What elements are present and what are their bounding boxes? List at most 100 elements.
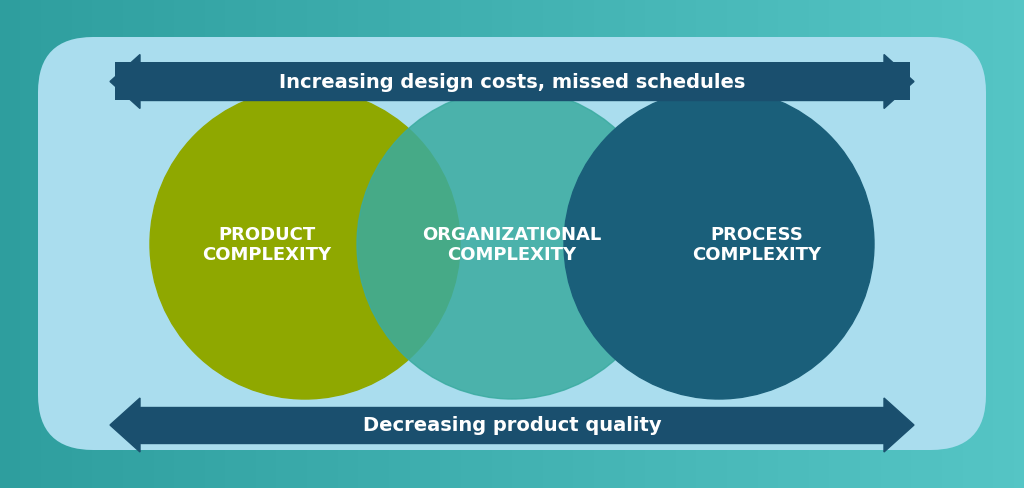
Bar bbox=[666, 0, 676, 488]
Bar bbox=[870, 0, 881, 488]
Bar bbox=[328, 0, 338, 488]
Bar bbox=[819, 0, 829, 488]
Polygon shape bbox=[884, 55, 914, 109]
Bar bbox=[584, 0, 594, 488]
Bar bbox=[696, 0, 707, 488]
Bar bbox=[297, 0, 307, 488]
Bar bbox=[369, 0, 379, 488]
Bar bbox=[881, 0, 891, 488]
Bar bbox=[492, 0, 502, 488]
Text: PRODUCT
COMPLEXITY: PRODUCT COMPLEXITY bbox=[203, 225, 332, 264]
Bar bbox=[850, 0, 860, 488]
Bar bbox=[389, 0, 399, 488]
Bar bbox=[645, 0, 655, 488]
Bar bbox=[635, 0, 645, 488]
Bar bbox=[195, 0, 205, 488]
Bar bbox=[758, 0, 768, 488]
Bar bbox=[532, 0, 543, 488]
Bar bbox=[481, 0, 492, 488]
Bar bbox=[788, 0, 799, 488]
Bar bbox=[440, 0, 451, 488]
Bar bbox=[963, 0, 973, 488]
Bar bbox=[358, 0, 369, 488]
Bar bbox=[205, 0, 215, 488]
Bar bbox=[625, 0, 635, 488]
Bar bbox=[276, 0, 287, 488]
Bar bbox=[379, 0, 389, 488]
Bar bbox=[676, 0, 686, 488]
Bar bbox=[768, 0, 778, 488]
Bar bbox=[502, 0, 512, 488]
Bar bbox=[563, 0, 573, 488]
Bar bbox=[911, 0, 922, 488]
Bar bbox=[72, 0, 82, 488]
Bar bbox=[932, 0, 942, 488]
Bar bbox=[225, 0, 236, 488]
Bar bbox=[123, 0, 133, 488]
Bar bbox=[522, 0, 532, 488]
Ellipse shape bbox=[564, 90, 874, 399]
Bar bbox=[778, 0, 788, 488]
Bar bbox=[840, 0, 850, 488]
Polygon shape bbox=[884, 398, 914, 452]
Bar bbox=[51, 0, 61, 488]
Text: ORGANIZATIONAL
COMPLEXITY: ORGANIZATIONAL COMPLEXITY bbox=[422, 225, 602, 264]
Bar bbox=[20, 0, 31, 488]
Bar bbox=[317, 0, 328, 488]
Bar bbox=[1004, 0, 1014, 488]
Bar bbox=[686, 0, 696, 488]
Bar bbox=[573, 0, 584, 488]
Bar bbox=[246, 0, 256, 488]
Bar bbox=[829, 0, 840, 488]
Bar bbox=[140, 407, 884, 443]
Bar bbox=[287, 0, 297, 488]
Bar bbox=[174, 0, 184, 488]
Bar bbox=[184, 0, 195, 488]
Bar bbox=[809, 0, 819, 488]
Bar bbox=[41, 0, 51, 488]
Bar bbox=[594, 0, 604, 488]
Bar bbox=[512, 0, 522, 488]
Bar bbox=[655, 0, 666, 488]
Ellipse shape bbox=[150, 90, 460, 399]
Bar bbox=[983, 0, 993, 488]
Bar bbox=[61, 0, 72, 488]
Bar bbox=[952, 0, 963, 488]
Polygon shape bbox=[110, 55, 140, 109]
Bar bbox=[430, 0, 440, 488]
Bar bbox=[140, 64, 884, 101]
Bar bbox=[31, 0, 41, 488]
Bar bbox=[348, 0, 358, 488]
Bar bbox=[707, 0, 717, 488]
Bar bbox=[614, 0, 625, 488]
Text: Increasing design costs, missed schedules: Increasing design costs, missed schedule… bbox=[279, 73, 745, 92]
Bar bbox=[922, 0, 932, 488]
Bar bbox=[604, 0, 614, 488]
Ellipse shape bbox=[357, 90, 667, 399]
Bar bbox=[307, 0, 317, 488]
Bar bbox=[420, 0, 430, 488]
Bar bbox=[164, 0, 174, 488]
Bar bbox=[471, 0, 481, 488]
Bar bbox=[82, 0, 92, 488]
Bar bbox=[993, 0, 1004, 488]
Bar bbox=[748, 0, 758, 488]
Bar bbox=[236, 0, 246, 488]
Bar bbox=[256, 0, 266, 488]
Bar bbox=[113, 0, 123, 488]
Bar bbox=[451, 0, 461, 488]
Bar bbox=[799, 0, 809, 488]
Bar bbox=[461, 0, 471, 488]
Bar bbox=[901, 0, 911, 488]
Bar bbox=[727, 0, 737, 488]
Bar bbox=[973, 0, 983, 488]
Bar bbox=[338, 0, 348, 488]
Bar bbox=[266, 0, 276, 488]
Bar bbox=[543, 0, 553, 488]
Bar bbox=[92, 0, 102, 488]
Bar bbox=[553, 0, 563, 488]
Bar bbox=[133, 0, 143, 488]
Bar bbox=[154, 0, 164, 488]
FancyBboxPatch shape bbox=[115, 63, 910, 101]
Bar bbox=[737, 0, 748, 488]
